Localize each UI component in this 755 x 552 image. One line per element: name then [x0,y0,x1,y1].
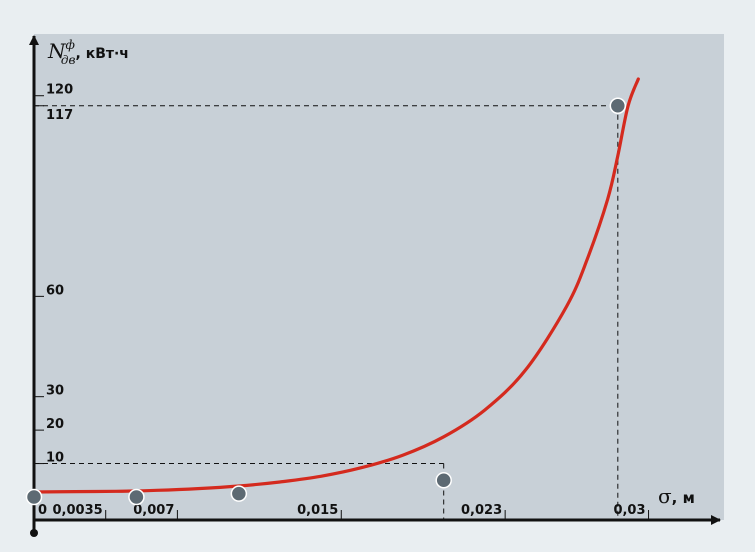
y-label-subscript: дв [61,53,76,67]
y-tick-label: 10 [46,451,64,466]
y-tick-label: 120 [46,83,73,98]
y-tick-label: 20 [46,417,64,432]
data-points [25,97,627,506]
y-label-unit: , кВт·ч [76,46,129,62]
data-point-3 [435,472,452,489]
x-axis-label: σ, м [658,484,695,508]
data-point-0 [25,488,43,506]
y-tick-label: 30 [46,384,64,399]
x-tick-label: 0,015 [297,503,338,518]
y-label-superscript: ф [66,38,75,52]
x-tick-label: 0 [38,503,47,518]
axis-origin-dot [30,529,38,537]
y-tick-label: 60 [46,283,64,298]
series-curve [32,77,640,494]
data-point-4 [609,97,627,115]
x-tick-label: 0,0035 [53,503,103,518]
y-axis-ticks: 10 20 30 60 117 120 [34,83,73,466]
x-tick-label: 0,03 [613,503,645,518]
y-tick-label: 117 [46,108,73,123]
data-point-1 [128,488,145,506]
plot-area [34,34,724,520]
x-label-unit: , м [672,489,695,507]
y-label-symbol: N [47,39,67,63]
x-label-symbol: σ [658,484,672,508]
y-axis-label: Nф дв, кВт·ч [47,38,129,67]
x-tick-label: 0,023 [461,503,502,518]
data-point-2 [230,485,248,502]
x-axis-ticks: 0 0,0035 0,007 0,015 0,023 0,03 [38,503,650,520]
x-tick-label: 0,007 [133,503,174,518]
